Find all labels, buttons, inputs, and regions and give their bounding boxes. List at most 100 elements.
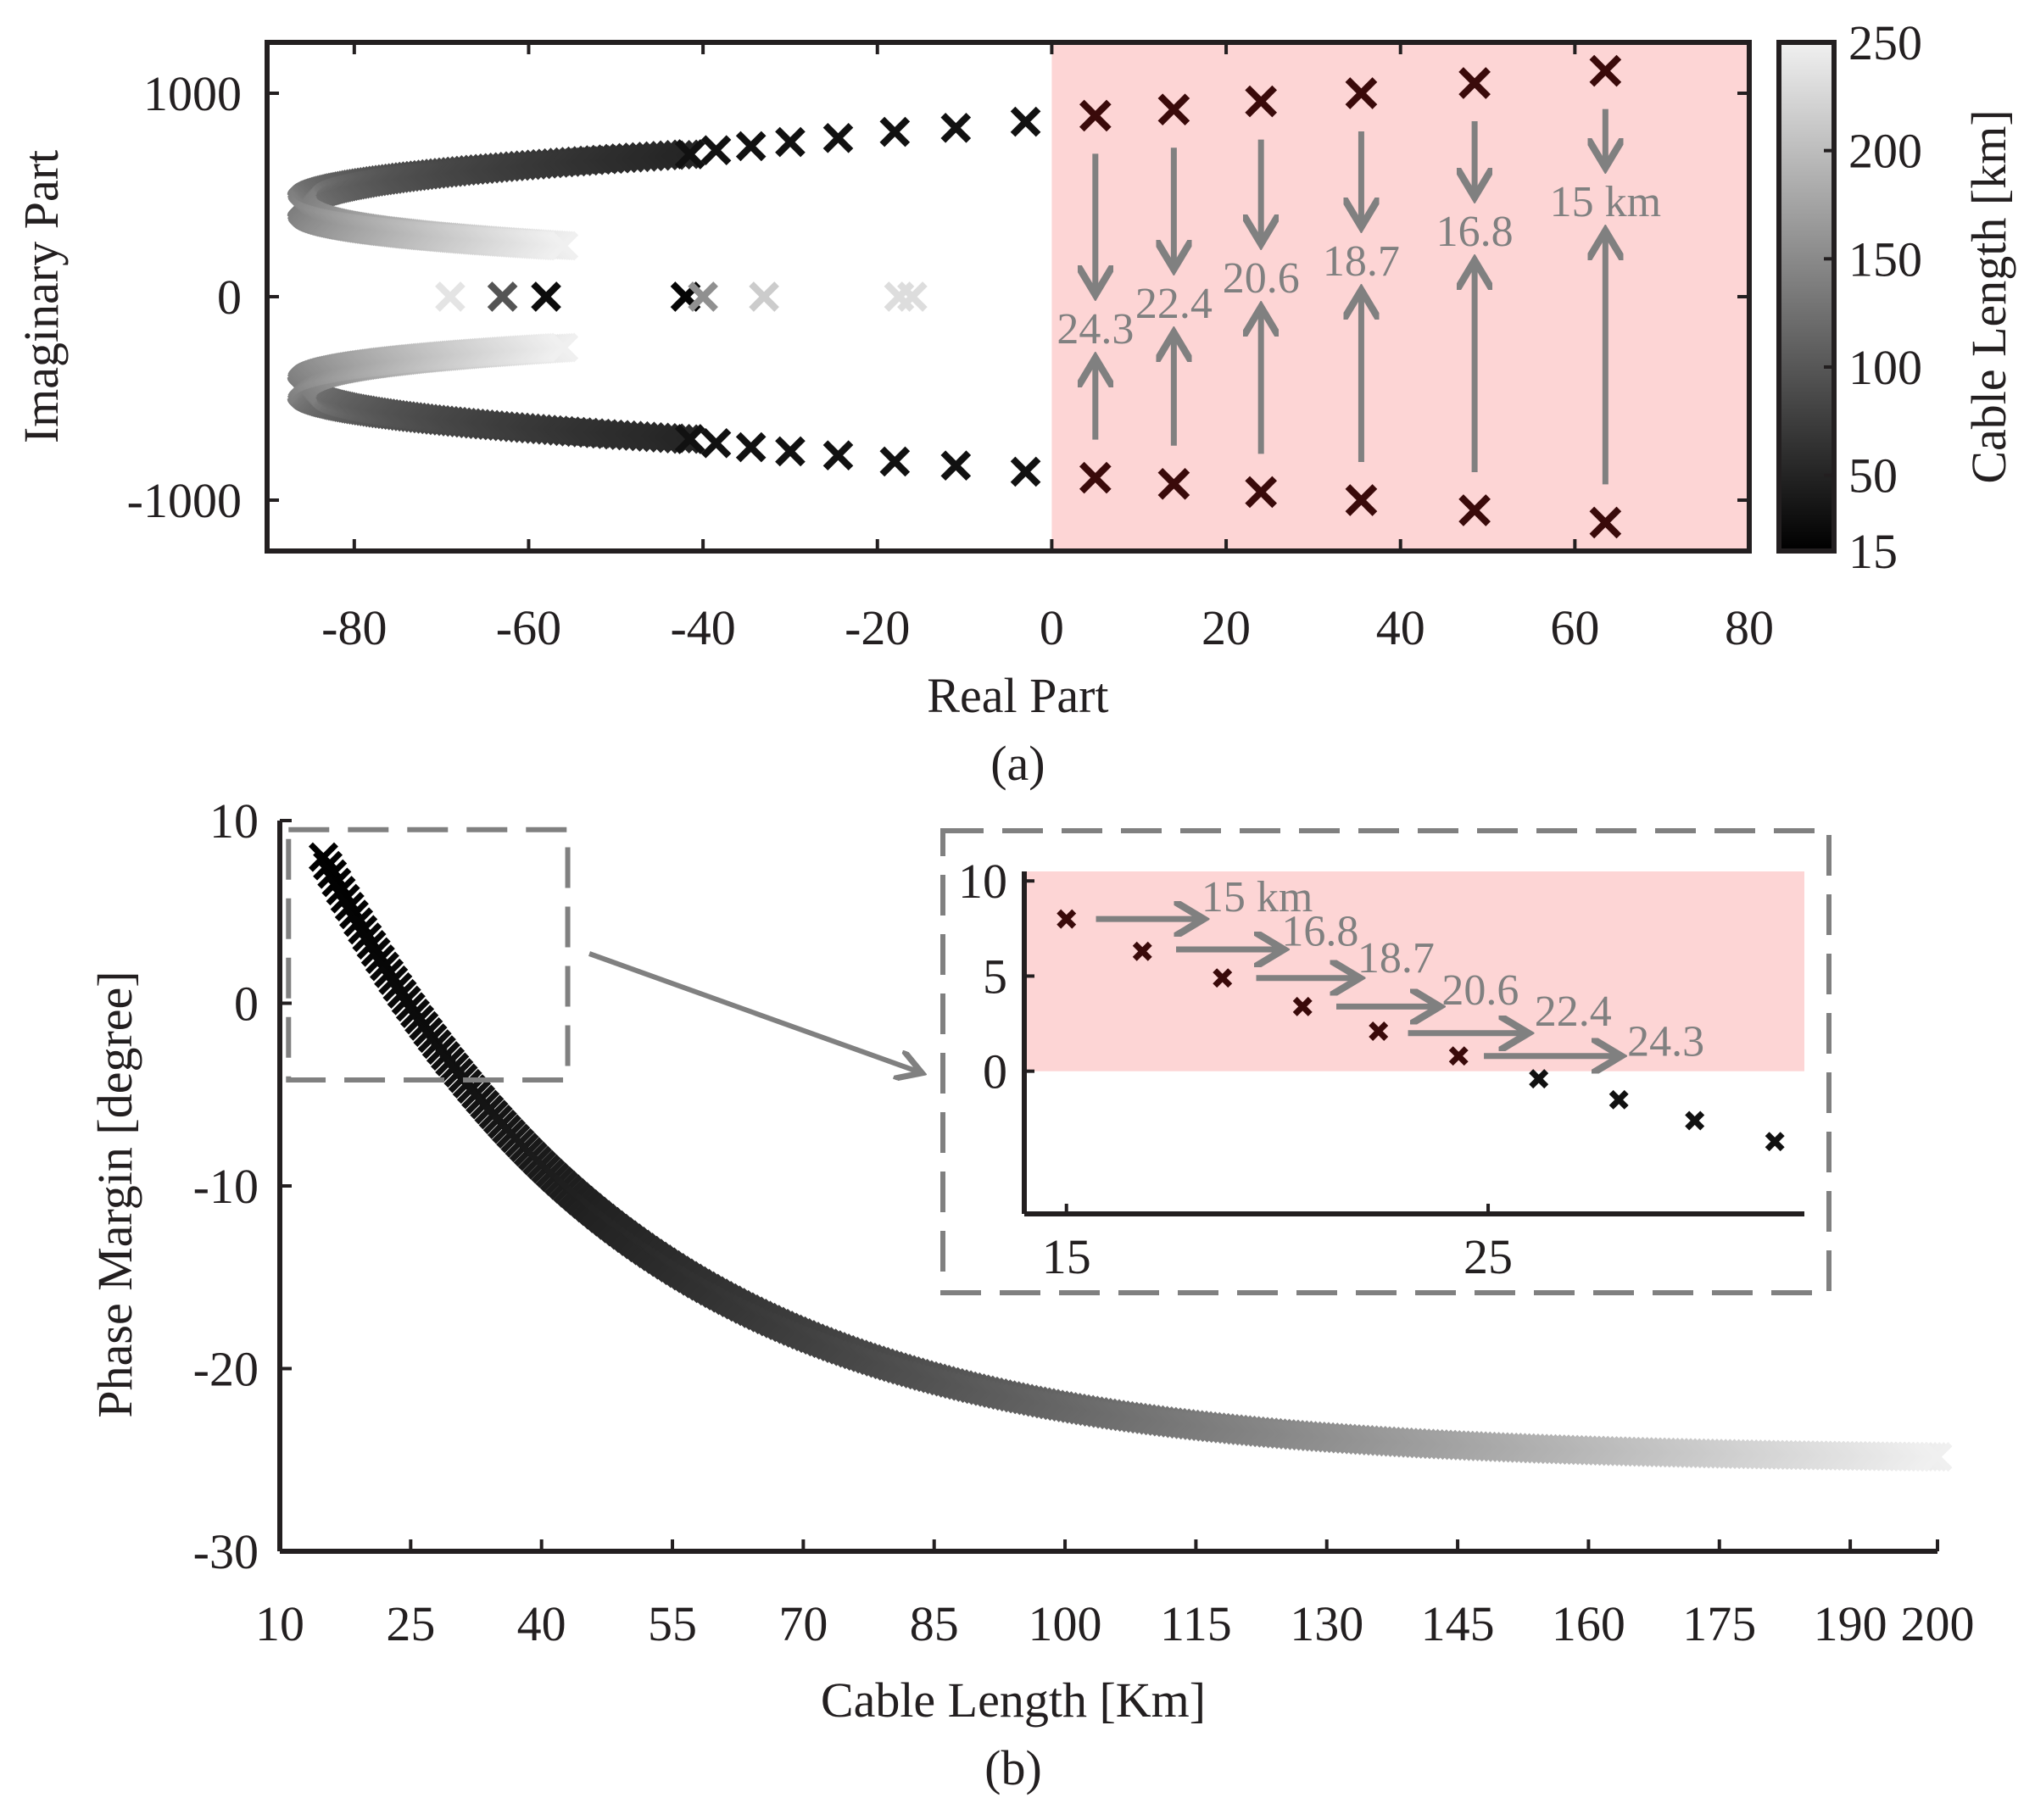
x-tick-label: 115 [1160, 1596, 1232, 1651]
inset-point-marker [1213, 968, 1233, 988]
colorbar: 15 50 100 150 200 250 [1776, 15, 1922, 579]
y-axis-label: Imaginary Part [14, 150, 69, 443]
stable-pole-marker [879, 446, 911, 477]
x-tick-label: 70 [778, 1596, 828, 1651]
panel-label: (a) [990, 736, 1045, 791]
inset-annotation-label: 20.6 [1441, 966, 1519, 1015]
colorbar-tick-label: 15 [1848, 524, 1898, 579]
x-axis-label: Real Part [927, 668, 1108, 723]
real-pole-marker [487, 281, 518, 312]
cable-length-label: 15 km [1550, 178, 1661, 226]
inset-y-tick-label: 0 [983, 1044, 1007, 1099]
stable-pole-marker [775, 436, 806, 467]
real-pole-marker [688, 281, 718, 312]
inset-y-tick-label: 5 [983, 949, 1007, 1004]
x-tick-label: -20 [845, 600, 910, 655]
pole-trajectories [287, 139, 701, 454]
y-tick-label: -20 [193, 1342, 259, 1397]
x-tick-label: 145 [1421, 1596, 1495, 1651]
colorbar-tick-label: 50 [1848, 448, 1898, 504]
stable-pole-marker [735, 431, 767, 463]
inset-point-marker [1529, 1069, 1549, 1089]
unstable-pole-marker [1458, 67, 1491, 99]
cable-length-label: 22.4 [1135, 280, 1213, 328]
inset-point-marker [1448, 1046, 1469, 1066]
colorbar-tick-label: 150 [1848, 231, 1922, 287]
y-tick-label: 10 [209, 793, 259, 849]
pole-marker [549, 332, 579, 363]
real-pole-marker [531, 281, 561, 312]
stable-pole-marker [775, 126, 806, 158]
x-tick-label: -80 [321, 600, 387, 655]
cable-length-label: 20.6 [1223, 254, 1300, 303]
y-tick-label: -1000 [127, 473, 242, 528]
inset-point-marker [1369, 1021, 1389, 1042]
y-tick-label: -30 [193, 1524, 259, 1579]
inset-point-marker [1057, 909, 1077, 929]
unstable-pole-marker [1245, 476, 1278, 509]
x-tick-label: 130 [1290, 1596, 1363, 1651]
stable-pole-marker [700, 135, 732, 166]
unstable-pole-marker [1458, 494, 1491, 526]
inset-positive-margin-shade [1024, 871, 1804, 1071]
cable-length-label: 24.3 [1057, 305, 1134, 353]
stable-pole-marker [940, 450, 972, 481]
x-tick-label: 40 [1376, 600, 1425, 655]
colorbar-tick-label: 250 [1848, 15, 1922, 70]
stable-pole-marker [822, 440, 854, 471]
unstable-pole-marker [1157, 467, 1190, 500]
stable-pole-marker [879, 116, 911, 147]
x-tick-label: -40 [670, 600, 735, 655]
axis-ticks [267, 42, 1751, 551]
unstable-pole-marker [1245, 85, 1278, 118]
colorbar-tick-label: 100 [1848, 340, 1922, 395]
inset-axes [1022, 871, 1804, 1216]
x-tick-label: 10 [255, 1596, 304, 1651]
stable-pole-marker [1010, 106, 1041, 137]
inset-annotation-label: 18.7 [1358, 934, 1435, 982]
cable-length-label: 16.8 [1436, 208, 1514, 256]
unstable-complex-poles [1079, 54, 1622, 539]
cable-length-label: 18.7 [1323, 237, 1400, 286]
unstable-pole-marker [1345, 77, 1378, 109]
y-tick-label: 0 [217, 270, 242, 325]
real-pole-marker [749, 281, 779, 312]
cable-length-labels: 24.322.420.6 18.7 16.8 15 km [1057, 178, 1661, 353]
inset-point-marker [1685, 1110, 1705, 1131]
real-axis-poles [435, 281, 928, 312]
inset-annotation-label: 22.4 [1535, 988, 1612, 1036]
stable-pole-marker [700, 427, 732, 459]
x-tick-label: 200 [1901, 1596, 1975, 1651]
phase-margin-marker [1918, 1442, 1949, 1472]
pole-marker [549, 231, 579, 261]
x-axis-label: Cable Length [Km] [821, 1673, 1206, 1728]
colorbar-tick-label: 200 [1848, 124, 1922, 179]
unstable-pole-marker [1589, 506, 1622, 539]
inset-x-tick-label: 25 [1464, 1229, 1513, 1284]
y-tick-label: 0 [234, 977, 259, 1032]
phase-margin-points [308, 842, 1953, 1472]
cable-length-arrows [1096, 109, 1606, 485]
inset-point-marker [1292, 996, 1313, 1016]
x-tick-label: 20 [1201, 600, 1251, 655]
y-tick-label: -10 [193, 1159, 259, 1214]
y-axis-label: Phase Margin [degree] [87, 971, 142, 1417]
real-pole-marker [435, 281, 466, 312]
unstable-pole-marker [1079, 99, 1112, 132]
unstable-pole-marker [1079, 461, 1112, 494]
inset-annotation-label: 15 km [1201, 873, 1313, 921]
inset-points [1057, 909, 1785, 1152]
panel-a: -80 -60 -40 -20 0 20 40 60 80 -1000 0 1000 24.322.4… [14, 15, 2016, 791]
inset-point-marker [1132, 941, 1152, 961]
x-tick-label: 40 [517, 1596, 566, 1651]
inset-annotation-label: 24.3 [1627, 1018, 1704, 1066]
phase-margin-marker [1914, 1442, 1944, 1472]
stable-pole-marker [674, 424, 705, 454]
x-tick-label: -60 [496, 600, 561, 655]
x-tick-label: 175 [1682, 1596, 1756, 1651]
x-tick-label: 85 [910, 1596, 959, 1651]
stable-pole-marker [674, 139, 705, 170]
